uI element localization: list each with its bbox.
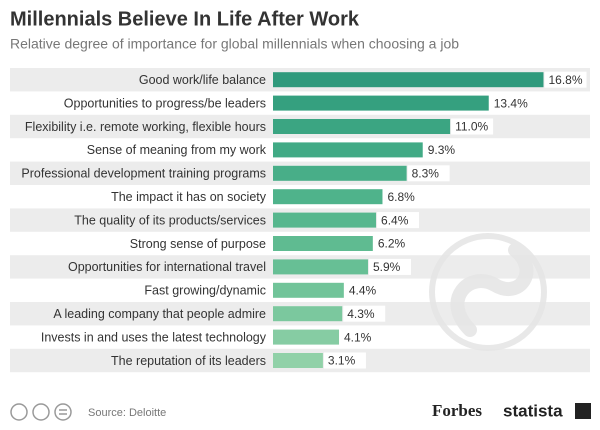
category-label: The quality of its products/services: [74, 213, 266, 227]
value-label-bg: [489, 95, 532, 112]
value-label: 6.8%: [387, 190, 415, 204]
value-label: 6.2%: [378, 237, 406, 251]
bar: [273, 212, 377, 228]
brand-statista: statista: [503, 401, 563, 420]
value-label-bg: [344, 282, 387, 299]
value-label: 4.4%: [349, 283, 377, 297]
bar: [273, 329, 340, 345]
category-label: Opportunities to progress/be leaders: [64, 96, 266, 110]
value-label-bg: [323, 352, 366, 369]
chart-title: Millennials Believe In Life After Work: [10, 8, 360, 30]
bar: [273, 142, 423, 158]
value-label: 11.0%: [455, 120, 488, 134]
value-label-bg: [343, 305, 386, 322]
category-label: Fast growing/dynamic: [144, 284, 266, 298]
value-label: 3.1%: [328, 354, 356, 368]
value-label: 16.8%: [548, 73, 582, 87]
value-label: 4.3%: [347, 307, 375, 321]
value-label: 8.3%: [412, 166, 440, 180]
value-label-bg: [451, 118, 494, 135]
watermark: [429, 233, 547, 351]
bar: [273, 165, 407, 181]
bar: [273, 72, 544, 88]
license-icons: [10, 403, 72, 421]
value-label: 13.4%: [494, 96, 528, 110]
value-label-bg: [383, 188, 426, 205]
rows: Good work/life balance 16.8% Opportunities…: [10, 68, 590, 373]
category-label: The reputation of its leaders: [111, 354, 266, 368]
category-label: Strong sense of purpose: [130, 237, 266, 251]
category-label: Professional development training progra…: [21, 167, 266, 181]
bar: [273, 306, 343, 322]
value-label-bg: [373, 235, 416, 252]
bar: [273, 353, 323, 368]
chart-subtitle: Relative degree of importance for global…: [10, 36, 459, 52]
value-label: 4.1%: [344, 330, 372, 344]
value-label-bg: [368, 258, 411, 275]
category-label: Sense of meaning from my work: [87, 143, 267, 157]
category-label: Flexibility i.e. remote working, flexibl…: [25, 120, 266, 134]
value-label: 9.3%: [428, 143, 456, 157]
bar: [273, 236, 373, 251]
bar: [273, 119, 451, 134]
value-label-bg: [544, 71, 587, 88]
statista-logo: [575, 403, 591, 419]
value-label-bg: [340, 329, 383, 346]
bar: [273, 259, 368, 275]
category-label: A leading company that people admire: [53, 307, 266, 321]
value-label: 5.9%: [373, 260, 401, 274]
brand-forbes: Forbes: [432, 401, 482, 420]
category-label: Good work/life balance: [139, 73, 266, 87]
value-label-bg: [377, 212, 420, 229]
value-label-bg: [407, 165, 450, 182]
bar: [273, 189, 383, 205]
bar: [273, 95, 489, 111]
category-label: The impact it has on society: [111, 190, 267, 204]
value-label-bg: [423, 141, 466, 158]
bar: [273, 282, 344, 298]
category-label: Invests in and uses the latest technolog…: [41, 330, 267, 344]
source: Source: Deloitte: [88, 407, 166, 419]
value-label: 6.4%: [381, 213, 409, 227]
category-label: Opportunities for international travel: [68, 260, 266, 274]
